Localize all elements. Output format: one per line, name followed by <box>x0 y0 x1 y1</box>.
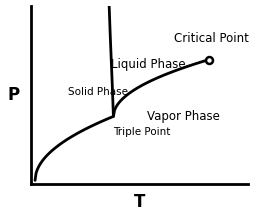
Text: Triple Point: Triple Point <box>113 127 171 137</box>
Text: P: P <box>7 86 19 104</box>
Text: Critical Point: Critical Point <box>174 32 249 45</box>
Text: Vapor Phase: Vapor Phase <box>147 110 219 123</box>
Text: Liquid Phase: Liquid Phase <box>111 58 186 71</box>
Text: Solid Phase: Solid Phase <box>68 87 128 97</box>
Text: T: T <box>134 193 145 209</box>
